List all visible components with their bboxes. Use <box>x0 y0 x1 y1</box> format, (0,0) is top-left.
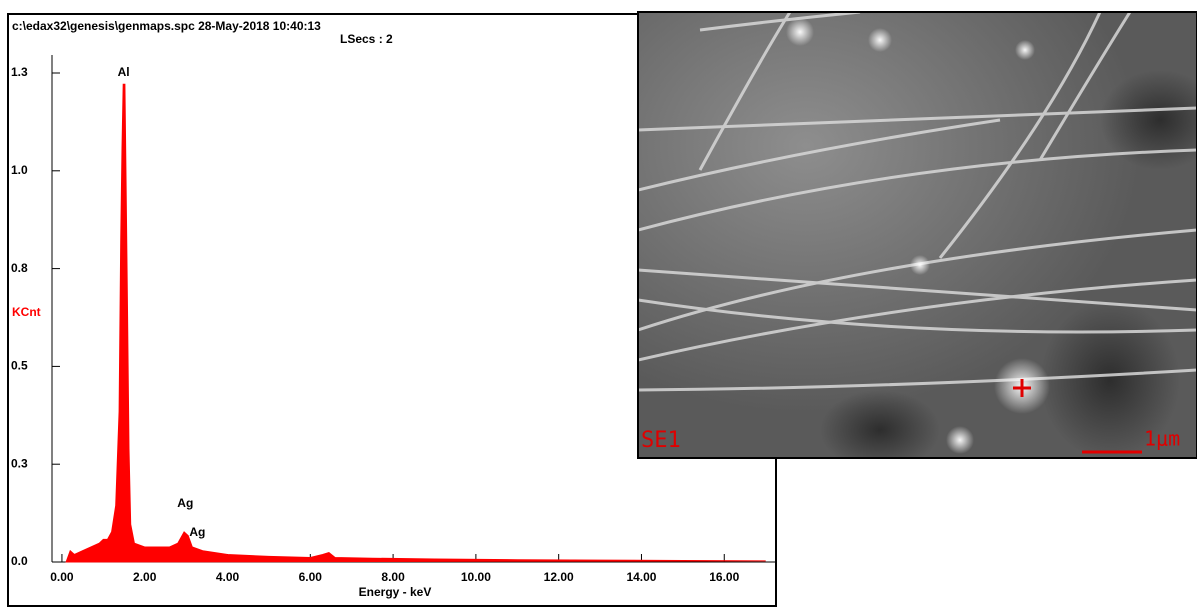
peak-label: Ag <box>177 496 193 510</box>
x-tick-label: 6.00 <box>299 570 323 584</box>
bright-spot <box>910 255 930 275</box>
peak-label: Al <box>118 65 130 79</box>
x-tick-label: 14.00 <box>626 570 656 584</box>
chart-subtitle: LSecs : 2 <box>340 32 393 46</box>
bright-spot <box>1015 40 1035 60</box>
bright-spot <box>868 28 892 52</box>
chart-title: c:\edax32\genesis\genmaps.spc 28-May-201… <box>12 19 321 33</box>
detector-label: SE1 <box>641 428 681 453</box>
x-tick-label: 16.00 <box>709 570 739 584</box>
sem-image: SE1 1μm <box>638 12 1197 470</box>
y-tick-label: 0.8 <box>11 261 28 275</box>
bright-spot <box>946 426 974 454</box>
peak-label: Ag <box>189 525 205 539</box>
x-tick-label: 0.00 <box>50 570 74 584</box>
y-tick-label: 0.0 <box>11 554 28 568</box>
screen: c:\edax32\genesis\genmaps.spc 28-May-201… <box>0 0 1197 608</box>
x-tick-label: 10.00 <box>461 570 491 584</box>
y-axis-label: KCnt <box>12 305 41 319</box>
bright-spot <box>786 18 814 46</box>
y-tick-label: 1.3 <box>11 65 28 79</box>
x-tick-label: 12.00 <box>544 570 574 584</box>
y-tick-label: 0.3 <box>11 456 28 470</box>
scale-bar-label: 1μm <box>1144 427 1180 451</box>
x-tick-label: 2.00 <box>133 570 157 584</box>
x-axis-label: Energy - keV <box>359 585 432 599</box>
y-tick-label: 1.0 <box>11 163 28 177</box>
x-tick-label: 4.00 <box>216 570 240 584</box>
y-tick-label: 0.5 <box>11 359 28 373</box>
x-tick-label: 8.00 <box>381 570 405 584</box>
